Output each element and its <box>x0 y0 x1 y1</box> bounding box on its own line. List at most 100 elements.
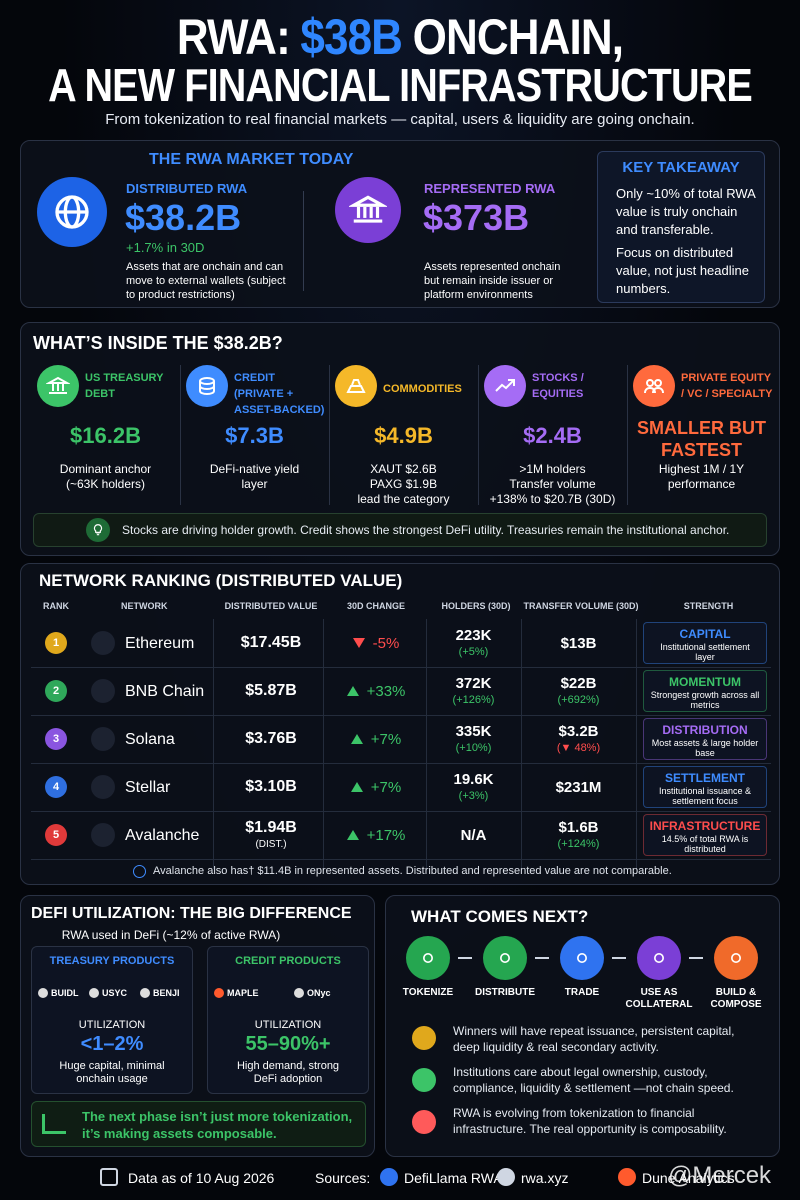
category-icon <box>633 365 675 407</box>
change: +7% <box>326 779 426 796</box>
strength-desc: Institutional settlement layer <box>660 642 750 662</box>
icon-part <box>349 195 387 223</box>
category-desc: Dominant anchor <box>59 462 152 476</box>
network-logo <box>91 823 115 847</box>
rank-badge: 5 <box>45 824 67 846</box>
change: -5% <box>326 635 426 652</box>
point-icon <box>412 1026 436 1050</box>
point-text: Institutions care about legal ownership,… <box>453 1065 734 1095</box>
trend-arrow <box>350 782 363 792</box>
icon-part <box>495 379 515 392</box>
category-value: $16.2B <box>70 423 141 448</box>
credit-box: CREDIT PRODUCTS MAPLE ONyc UTILIZATION 55–90… <box>207 946 369 1094</box>
icon-part <box>577 953 587 963</box>
icon-part <box>500 953 510 963</box>
category-desc: DeFi-native yield <box>209 462 300 476</box>
rank: 1 <box>52 637 60 649</box>
product-name: USYC <box>102 988 128 998</box>
section-title: DEFI UTILIZATION: THE BIG DIFFERENCE <box>31 905 352 922</box>
strength-box: INFRASTRUCTURE 14.5% of total RWA is dist… <box>643 814 767 856</box>
section-title: WHAT COMES NEXT? <box>411 907 589 926</box>
divider <box>329 365 330 505</box>
next-panel: WHAT COMES NEXT? TOKENIZE DISTRIBUTE TRADE U… <box>385 895 780 1157</box>
step-arrow <box>689 957 703 959</box>
icon-part <box>93 524 103 536</box>
defi-panel: DEFI UTILIZATION: THE BIG DIFFERENCE RWA … <box>20 895 375 1157</box>
calendar-icon <box>100 1168 118 1186</box>
product-name: ONyc <box>307 988 331 998</box>
watermark: @Mercek <box>668 1162 772 1189</box>
box-title: TREASURY PRODUCTS <box>49 955 175 967</box>
product-name: BENJI <box>153 988 180 998</box>
distributed-change: +1.7% in 30D <box>126 240 205 255</box>
box-title: CREDIT PRODUCTS <box>235 955 341 967</box>
holders: 19.6K <box>453 771 494 788</box>
chart-icon <box>42 1114 66 1134</box>
product-name: MAPLE <box>227 988 259 998</box>
holders: N/A <box>460 827 487 844</box>
product-name: BUIDL <box>51 988 79 998</box>
represented-label: REPRESENTED RWA <box>424 181 556 196</box>
strength-desc: Strongest growth across all metrics <box>650 690 760 710</box>
trend-arrow <box>346 686 359 696</box>
row-divider <box>31 763 771 764</box>
section-title: THE RWA MARKET TODAY <box>149 151 354 168</box>
util-desc: Huge capital, minimal onchain usage <box>59 1060 165 1085</box>
network-name: BNB Chain <box>125 683 205 700</box>
rank: 2 <box>52 685 60 697</box>
category-value: SMALLER BUT FASTEST <box>637 418 766 460</box>
point-icon <box>412 1068 436 1092</box>
product-logo <box>38 988 48 998</box>
rank-badge: 4 <box>45 776 67 798</box>
value-note: (DIST.) <box>255 839 287 850</box>
product-chip: BENJI <box>140 985 190 1001</box>
defi-note: The next phase isn’t just more tokenizat… <box>31 1101 366 1147</box>
icon-part <box>93 524 103 536</box>
step-label: USE AS COLLATERAL <box>625 987 693 1010</box>
section-title: WHAT’S INSIDE THE $38.2B? <box>33 333 283 353</box>
network-logo <box>91 631 115 655</box>
category-desc: (~63K holders) <box>65 477 146 491</box>
row-divider <box>31 667 771 668</box>
category-icon <box>37 365 79 407</box>
column-divider <box>636 619 637 869</box>
column-divider <box>213 619 214 869</box>
holders-change: (+126%) <box>452 694 495 706</box>
category-name: US TREASURY DEBT <box>85 372 164 400</box>
point-icon <box>412 1110 436 1134</box>
note-text: The next phase isn’t just more tokenizat… <box>82 1109 353 1141</box>
distributed-value: $5.87B <box>245 682 297 699</box>
title-part: ONCHAIN, <box>412 9 624 65</box>
category-name: CREDIT (PRIVATE + ASSET-BACKED) <box>234 372 325 416</box>
source-name: DefiLlama RWA <box>404 1170 503 1186</box>
util-value: 55–90%+ <box>245 1033 331 1055</box>
network-name: Stellar <box>125 779 171 796</box>
column-header: RANK <box>43 601 69 611</box>
section-title: NETWORK RANKING (DISTRIBUTED VALUE) <box>39 571 403 590</box>
icon-part <box>500 953 510 963</box>
icon-part <box>199 377 215 385</box>
category-name: PRIVATE EQUITY / VC / SPECIALTY <box>681 372 773 400</box>
note-text: Stocks are driving holder growth. Credit… <box>122 523 730 537</box>
column-divider <box>426 619 427 869</box>
change: +7% <box>326 731 426 748</box>
category-desc: XAUT $2.6B <box>370 462 437 476</box>
icon-part <box>46 376 70 384</box>
product-logo <box>89 988 99 998</box>
distributed-value: $38.2B <box>125 197 242 238</box>
info-icon <box>133 865 146 878</box>
util-desc: High demand, strong DeFi adoption <box>236 1060 340 1085</box>
source-logo <box>380 1168 398 1186</box>
distributed-value: $3.10B <box>245 778 297 795</box>
product-chip: ONyc <box>294 985 364 1001</box>
strength: INFRASTRUCTURE <box>649 819 761 833</box>
strength-box: CAPITAL Institutional settlement layer <box>643 622 767 664</box>
rank-badge: 2 <box>45 680 67 702</box>
divider <box>180 365 181 505</box>
category-name: COMMODITIES <box>383 383 462 395</box>
holders: 372K <box>455 675 492 692</box>
column-header: 30D CHANGE <box>346 601 405 611</box>
section-subtitle: RWA used in DeFi (~12% of active RWA) <box>61 928 281 942</box>
icon-part <box>654 379 662 387</box>
network-name: Avalanche <box>125 827 200 844</box>
